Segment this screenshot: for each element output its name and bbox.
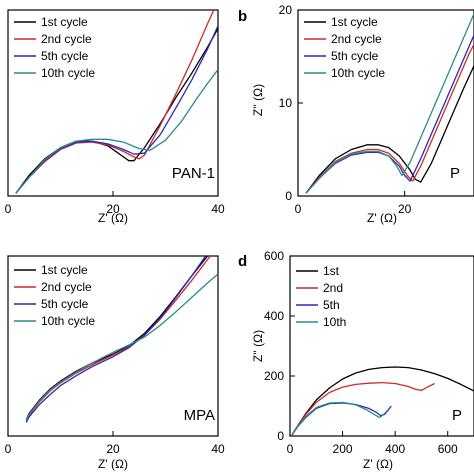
y-axis-label: Z'' (Ω) (251, 84, 265, 116)
series-line-3 (305, 13, 474, 194)
x-tick-label: 40 (211, 442, 225, 456)
chart-panel-1: 0 20 0 10 20 1st cycle 2nd cycle 5th cycle 10th … (238, 3, 474, 225)
y-tick-label: 20 (279, 3, 293, 17)
series-line-3 (15, 69, 218, 194)
x-axis-label: Z' (Ω) (363, 457, 393, 471)
legend-entry: 5th cycle (41, 49, 89, 63)
x-axis-label: Z' (Ω) (367, 211, 397, 225)
series-line-0 (290, 366, 474, 436)
legend-entry: 10th cycle (41, 66, 95, 80)
panel-annotation: P (450, 165, 460, 182)
chart-panel-3: 0 200 400 600 0 200 400 600 1st 2nd 5th 10th P Z' (Ω)… (238, 249, 474, 471)
series-line-1 (15, 10, 215, 194)
series-line-2 (290, 402, 392, 436)
plot-frame (289, 255, 474, 437)
series-line-2 (305, 34, 474, 194)
x-tick-label: 0 (287, 442, 294, 456)
legend-entry: 2nd cycle (331, 32, 382, 46)
x-tick-label: 20 (398, 202, 412, 216)
x-tick-label: 400 (385, 442, 405, 456)
chart-panel-0: 0 20 40 1st cycle 2nd cycle 5th cycle 10th cyc… (5, 9, 225, 225)
y-tick-label: 600 (264, 249, 284, 263)
x-tick-label: 20 (106, 442, 120, 456)
series-group (25, 256, 218, 423)
y-tick-label: 10 (279, 96, 293, 110)
panel-label: d (238, 253, 247, 270)
x-tick-label: 40 (211, 202, 225, 216)
y-tick-label: 0 (277, 429, 284, 443)
legend-entry: 10th (323, 315, 346, 329)
series-group (305, 13, 474, 194)
legend-entry: 2nd cycle (41, 280, 92, 294)
series-line-2 (25, 256, 207, 423)
chart-panel-2: 0 20 40 1st cycle 2nd cycle 5th cycle 10th cyc… (5, 255, 225, 471)
panel-label: b (238, 8, 247, 25)
x-tick-label: 0 (295, 202, 302, 216)
panel-annotation: PAN-1 (172, 165, 215, 182)
x-tick-label: 20 (106, 202, 120, 216)
legend-entry: 1st cycle (331, 15, 378, 29)
series-line-1 (305, 44, 474, 194)
series-line-3 (290, 401, 388, 436)
legend-entry: 1st cycle (41, 263, 88, 277)
legend-entry: 5th cycle (41, 297, 89, 311)
y-tick-label: 400 (264, 309, 284, 323)
x-tick-label: 0 (5, 442, 12, 456)
series-line-0 (305, 65, 474, 194)
series-line-2 (15, 25, 218, 194)
y-tick-label: 0 (285, 189, 292, 203)
series-line-3 (25, 273, 218, 421)
legend-entry: 10th cycle (331, 66, 385, 80)
y-tick-label: 200 (264, 369, 284, 383)
x-tick-label: 200 (333, 442, 353, 456)
legend-entry: 1st cycle (41, 15, 88, 29)
x-axis-label: Z' (Ω) (98, 211, 128, 225)
panel-annotation: MPA (184, 407, 215, 424)
y-axis-label: Z'' (Ω) (251, 330, 265, 362)
legend-entry: 2nd cycle (41, 32, 92, 46)
x-tick-label: 0 (5, 202, 12, 216)
legend-entry: 10th cycle (41, 314, 95, 328)
x-axis-label: Z' (Ω) (98, 457, 128, 471)
series-group (15, 10, 218, 194)
legend-entry: 1st (323, 264, 340, 278)
series-group (290, 366, 474, 436)
panel-annotation: P (452, 407, 462, 424)
legend-entry: 5th cycle (331, 49, 379, 63)
series-line-1 (290, 381, 435, 436)
legend-entry: 2nd (323, 281, 343, 295)
x-tick-label: 600 (438, 442, 458, 456)
legend-entry: 5th (323, 298, 340, 312)
